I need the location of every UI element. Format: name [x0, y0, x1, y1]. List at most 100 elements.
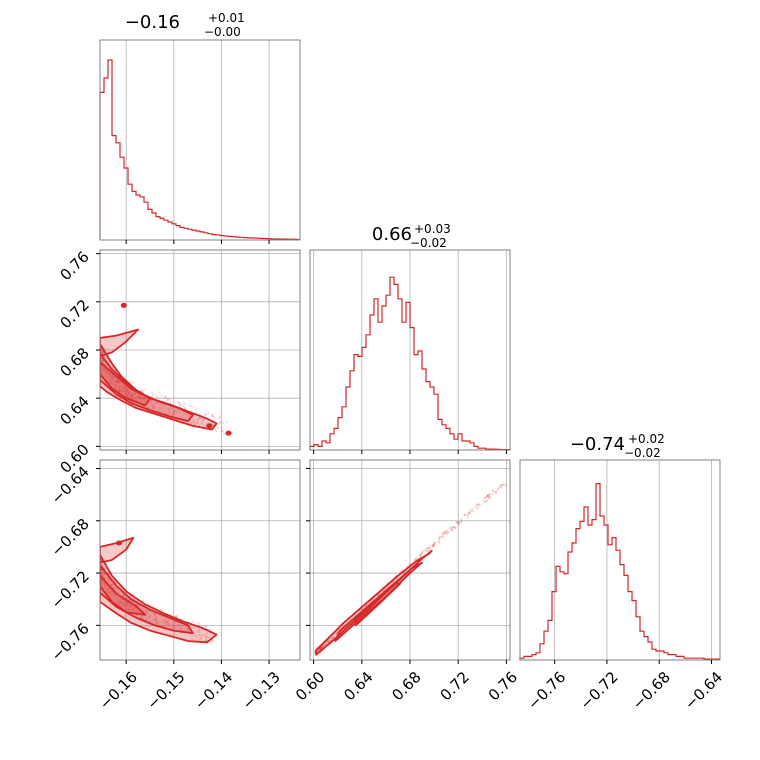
sample-point — [495, 490, 498, 493]
sample-point — [97, 357, 99, 359]
panel-hist-param1 — [99, 39, 301, 244]
sample-point — [364, 604, 367, 607]
sample-point — [467, 512, 470, 515]
y-tick-label: 0.76 — [56, 248, 92, 284]
sample-point — [327, 640, 330, 644]
sample-point — [115, 381, 118, 384]
sample-point — [128, 391, 131, 394]
sample-point — [196, 418, 199, 422]
sample-point — [118, 389, 121, 392]
sample-point — [178, 403, 182, 406]
sample-point — [484, 495, 487, 498]
sample-point — [186, 627, 189, 630]
sample-point — [320, 646, 323, 650]
sample-point — [105, 370, 109, 374]
sample-point — [129, 394, 133, 397]
sample-point — [319, 647, 322, 650]
sample-point — [445, 529, 449, 532]
density-contour — [353, 582, 402, 627]
sample-point — [116, 379, 120, 382]
sample-point — [102, 574, 105, 577]
sample-point — [118, 381, 121, 384]
sample-point — [101, 360, 105, 363]
sample-point — [473, 506, 477, 509]
sample-point — [320, 647, 323, 650]
sample-point — [108, 372, 111, 375]
sample-point — [128, 380, 131, 383]
sample-point — [204, 414, 208, 417]
histogram-step — [99, 59, 300, 241]
sample-point — [123, 390, 126, 393]
sample-point — [486, 494, 489, 498]
sample-point — [502, 483, 505, 486]
sample-point — [218, 415, 222, 418]
sample-point — [206, 632, 209, 635]
sample-point — [103, 572, 106, 576]
sample-point — [150, 404, 153, 407]
sample-point — [118, 602, 121, 605]
sample-point — [222, 432, 226, 436]
x-tick-label: 0.60 — [292, 668, 328, 704]
sample-point — [124, 386, 127, 389]
sample-point — [123, 600, 126, 604]
sample-point — [330, 636, 333, 639]
sample-point — [198, 631, 201, 634]
sample-point — [186, 627, 189, 631]
sample-point — [122, 594, 125, 597]
sample-point — [142, 390, 145, 393]
sample-point — [483, 501, 486, 504]
sample-point — [432, 545, 435, 548]
sample-point — [129, 604, 132, 607]
sample-point — [145, 611, 149, 615]
sample-point — [127, 602, 130, 606]
sample-point — [332, 636, 335, 639]
sample-point — [427, 546, 430, 549]
sample-point — [458, 522, 461, 525]
sample-point — [177, 401, 180, 404]
sample-point — [151, 393, 154, 396]
sample-point — [206, 412, 210, 415]
sample-point — [198, 638, 201, 642]
sample-point — [116, 380, 119, 383]
sample-point — [463, 513, 466, 516]
panel-hist-param3: −0.76 −0.72 −0.68 −0.64 — [519, 459, 726, 713]
sample-point — [170, 414, 174, 417]
sample-point — [429, 547, 432, 550]
sample-point — [494, 491, 498, 494]
sample-point — [193, 421, 197, 424]
panel-pair-param1-param2: 0.600.640.680.720.76 — [56, 248, 301, 477]
sample-point — [108, 381, 111, 384]
sample-point — [382, 589, 386, 592]
sample-point — [192, 406, 195, 409]
sample-point — [153, 612, 156, 615]
sample-point — [219, 420, 222, 424]
sample-point — [197, 629, 200, 632]
sample-point — [432, 544, 435, 547]
sample-point — [123, 386, 126, 390]
sample-point — [202, 418, 205, 422]
sample-point — [420, 551, 423, 554]
sample-point — [149, 620, 152, 623]
sample-point — [464, 513, 467, 516]
sample-point — [189, 404, 192, 408]
sample-point — [131, 394, 134, 397]
sample-point — [173, 626, 177, 629]
sample-point — [456, 520, 459, 524]
sample-point — [211, 413, 214, 416]
sample-point — [105, 368, 108, 372]
sample-point — [153, 612, 156, 616]
sample-point — [120, 601, 123, 604]
sample-point — [139, 396, 142, 399]
sample-point — [118, 385, 121, 388]
sample-point — [422, 549, 425, 553]
sample-point — [327, 640, 330, 643]
x-tick-label: −0.13 — [239, 668, 284, 713]
sample-point — [454, 527, 457, 530]
sample-point — [100, 580, 103, 583]
sample-point — [145, 611, 149, 614]
sample-point — [450, 526, 453, 530]
sample-point — [162, 621, 166, 624]
sample-point — [109, 374, 113, 377]
sample-point — [476, 507, 479, 510]
sample-point — [423, 549, 427, 552]
